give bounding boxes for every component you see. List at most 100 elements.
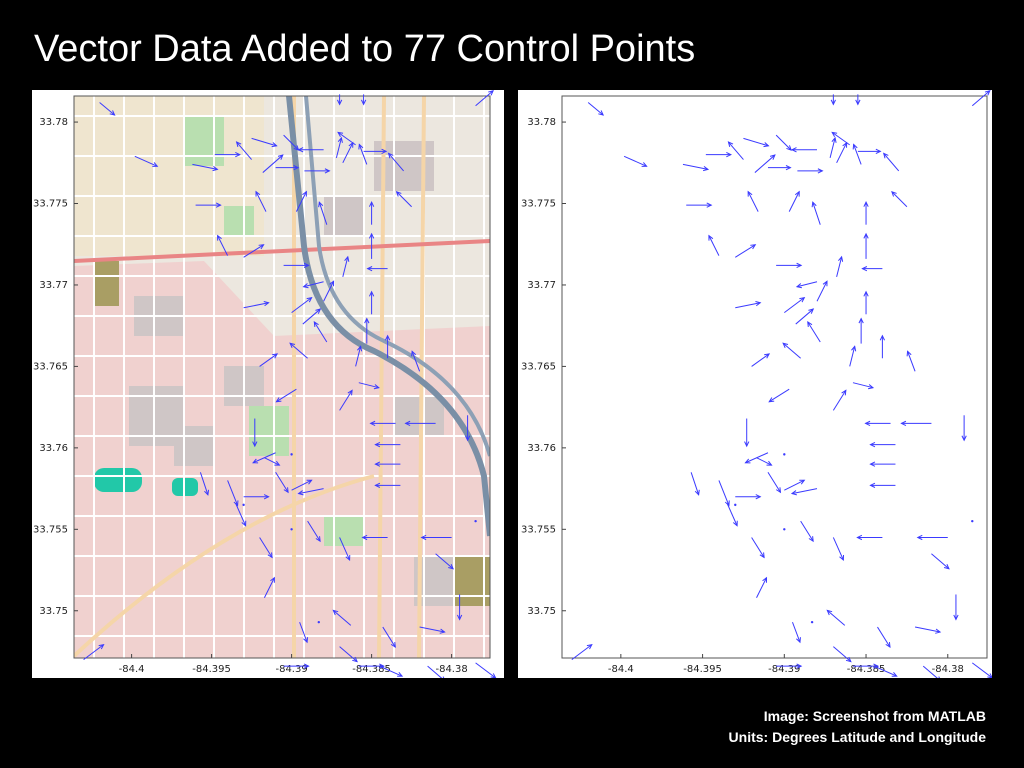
map-y-tick-label: 33.765 xyxy=(33,361,68,372)
map-vector-arrow xyxy=(302,281,324,289)
quiver-vector-arrow xyxy=(826,609,846,626)
quiver-vector-arrow xyxy=(718,480,730,507)
map-vector-arrow xyxy=(313,321,328,343)
quiver-vector-arrow xyxy=(906,350,916,372)
map-vector-arrow xyxy=(374,441,401,448)
quiver-vector-arrow xyxy=(735,301,762,309)
map-vector-arrow xyxy=(464,415,471,442)
map-vector-arrow xyxy=(297,147,324,153)
map-vector-arrow xyxy=(290,528,293,531)
map-vector-arrow xyxy=(419,626,446,634)
quiver-vector-arrow xyxy=(869,482,896,488)
map-vector-arrow xyxy=(291,296,313,314)
map-vector-arrow xyxy=(259,353,279,367)
quiver-vector-arrow xyxy=(623,155,648,167)
quiver-y-tick-label: 33.765 xyxy=(521,361,556,372)
map-vector-arrow xyxy=(199,472,210,496)
map-vector-arrow xyxy=(332,609,352,626)
quiver-vector-arrow xyxy=(914,626,942,634)
quiver-vector-arrow xyxy=(882,152,900,172)
map-vector-arrow xyxy=(342,255,350,277)
quiver-y-tick-label: 33.755 xyxy=(521,524,556,535)
quiver-vector-arrow xyxy=(776,262,803,269)
units-note: Units: Degrees Latitude and Longitude xyxy=(728,729,986,745)
quiver-vector-arrow xyxy=(784,479,806,491)
map-vector-arrow xyxy=(368,201,375,225)
map-vector-arrow xyxy=(366,266,388,272)
map-vector-arrow xyxy=(395,190,412,208)
map-vector-arrow xyxy=(368,232,375,259)
quiver-vector-arrow xyxy=(571,643,593,661)
quiver-vector-arrow xyxy=(849,345,857,367)
quiver-vector-arrow xyxy=(971,90,991,107)
quiver-y-tick-label: 33.78 xyxy=(527,117,556,128)
quiver-vector-arrow xyxy=(830,94,836,106)
quiver-y-tick-label: 33.76 xyxy=(527,443,556,454)
quiver-vector-arrow xyxy=(879,334,886,359)
map-x-tick-label: -84.39 xyxy=(275,664,307,675)
quiver-vector-arrow xyxy=(751,353,771,367)
map-y-tick-label: 33.78 xyxy=(39,117,68,128)
map-vector-arrow xyxy=(355,345,363,367)
map-vector-arrow xyxy=(342,141,354,164)
quiver-x-tick-label: -84.4 xyxy=(608,664,634,675)
quiver-vector-arrow xyxy=(961,415,967,442)
map-vector-arrow xyxy=(259,537,273,559)
map-vector-arrow xyxy=(374,482,401,488)
map-y-tick-label: 33.755 xyxy=(33,524,68,535)
map-vector-arrow xyxy=(358,143,368,165)
map-vector-arrow xyxy=(475,90,494,107)
map-vector-plot: 33.78 33.775 33.77 33.765 33.76 33.755 33.75 -8… xyxy=(33,90,497,678)
quiver-vector-arrow xyxy=(790,488,818,496)
quiver-y-tick-label: 33.75 xyxy=(527,606,556,617)
quiver-x-tick-label: -84.385 xyxy=(847,664,886,675)
quiver-vector-arrow xyxy=(726,503,738,527)
quiver-vector-arrow xyxy=(836,141,848,164)
quiver-vector-arrow xyxy=(768,388,790,403)
quiver-vector-arrow xyxy=(797,168,824,174)
map-vector-arrow xyxy=(339,646,358,663)
map-vector-arrow xyxy=(295,190,307,212)
quiver-vector-arrow xyxy=(756,457,773,466)
map-vector-arrow xyxy=(304,168,331,174)
quiver-vector-arrow xyxy=(776,663,803,669)
quiver-vector-arrow xyxy=(863,201,869,225)
quiver-vector-arrow xyxy=(852,663,880,669)
quiver-vector-arrow xyxy=(734,503,737,507)
map-x-tick-label: -84.385 xyxy=(352,664,391,675)
map-vector-arrow xyxy=(475,662,497,678)
quiver-vector-arrow xyxy=(836,255,844,277)
quiver-vector-arrow xyxy=(900,420,932,427)
map-vector-arrow xyxy=(235,141,252,160)
quiver-x-tick-label: -84.38 xyxy=(932,664,964,675)
map-vector-arrow xyxy=(335,136,343,159)
quiver-vector-arrow xyxy=(682,163,710,172)
quiver-vector-arrow xyxy=(833,646,852,663)
vector-field-plot: 33.78 33.775 33.77 33.765 33.76 33.755 33.75 -8… xyxy=(521,90,992,678)
quiver-vector-arrow xyxy=(783,528,786,531)
quiver-vector-arrow xyxy=(792,621,801,644)
map-vector-arrow xyxy=(323,280,335,302)
quiver-vector-arrow xyxy=(864,420,891,427)
map-vector-arrow xyxy=(427,665,445,678)
map-vector-arrow xyxy=(361,534,388,541)
map-vector-arrow xyxy=(317,620,320,624)
map-vector-arrow xyxy=(255,190,267,212)
map-vector-arrow xyxy=(420,534,452,541)
quiver-vector-arrow xyxy=(690,472,700,496)
vector-field-panel: 33.78 33.775 33.77 33.765 33.76 33.755 33.75 -8… xyxy=(518,90,992,678)
quiver-vector-arrow xyxy=(795,308,815,325)
map-vector-arrow xyxy=(275,165,300,171)
map-vector-arrow xyxy=(379,665,404,677)
map-vector-arrow xyxy=(435,553,454,570)
quiver-vector-arrow xyxy=(922,665,940,678)
quiver-vector-arrow xyxy=(735,244,757,258)
map-vector-arrow xyxy=(83,643,105,661)
image-credit: Image: Screenshot from MATLAB xyxy=(763,708,986,724)
map-vector-arrow xyxy=(384,334,391,359)
quiver-vector-arrow xyxy=(756,576,768,598)
quiver-vector-arrow xyxy=(861,266,883,272)
map-vector-arrow xyxy=(404,420,436,427)
map-x-tick-label: -84.38 xyxy=(435,664,467,675)
map-y-tick-label: 33.76 xyxy=(39,443,68,454)
